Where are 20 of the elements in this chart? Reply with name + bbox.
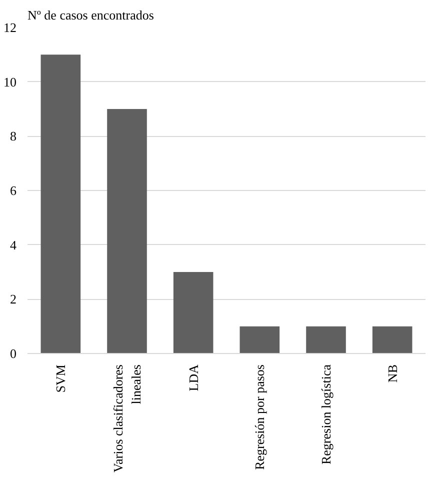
bar [40,54,81,354]
x-tick-label: NB [384,364,400,383]
x-tick-label: SVM [53,364,68,393]
x-tick-label: Varios clasificadores lineales [110,364,144,472]
bar [306,326,346,354]
y-tick-label: 12 [4,20,16,35]
bar [173,272,214,354]
y-tick-label: 2 [10,292,16,307]
y-axis-title: Nº de casos encontrados [28,8,154,22]
x-tick-label: LDA [186,364,201,392]
bar [240,326,280,354]
x-tick-label: Regresion logística [318,364,334,465]
y-tick-label: 0 [10,346,16,361]
bar [372,326,412,354]
y-tick-label: 4 [10,237,17,252]
y-tick-label: 10 [4,74,16,90]
y-tick-label: 6 [10,183,17,198]
x-tick-label: Regresión por pasos [252,364,268,470]
y-tick-label: 8 [10,128,16,144]
bar [107,109,147,354]
